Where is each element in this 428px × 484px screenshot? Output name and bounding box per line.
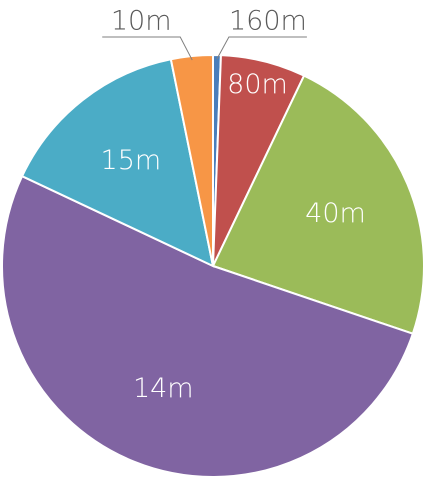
pie-slice xyxy=(1,174,415,478)
leader-line xyxy=(216,36,307,60)
pie-slice xyxy=(20,58,215,268)
pie-slice xyxy=(211,74,425,335)
leader-line xyxy=(102,36,193,61)
pie-slice xyxy=(169,53,214,267)
slice-label: 14m xyxy=(133,373,194,404)
slice-label: 160m xyxy=(229,6,307,37)
slice-label: 40m xyxy=(305,198,366,229)
slice-label: 15m xyxy=(101,145,162,176)
slice-label: 10m xyxy=(111,6,172,37)
slice-label: 80m xyxy=(227,69,288,100)
